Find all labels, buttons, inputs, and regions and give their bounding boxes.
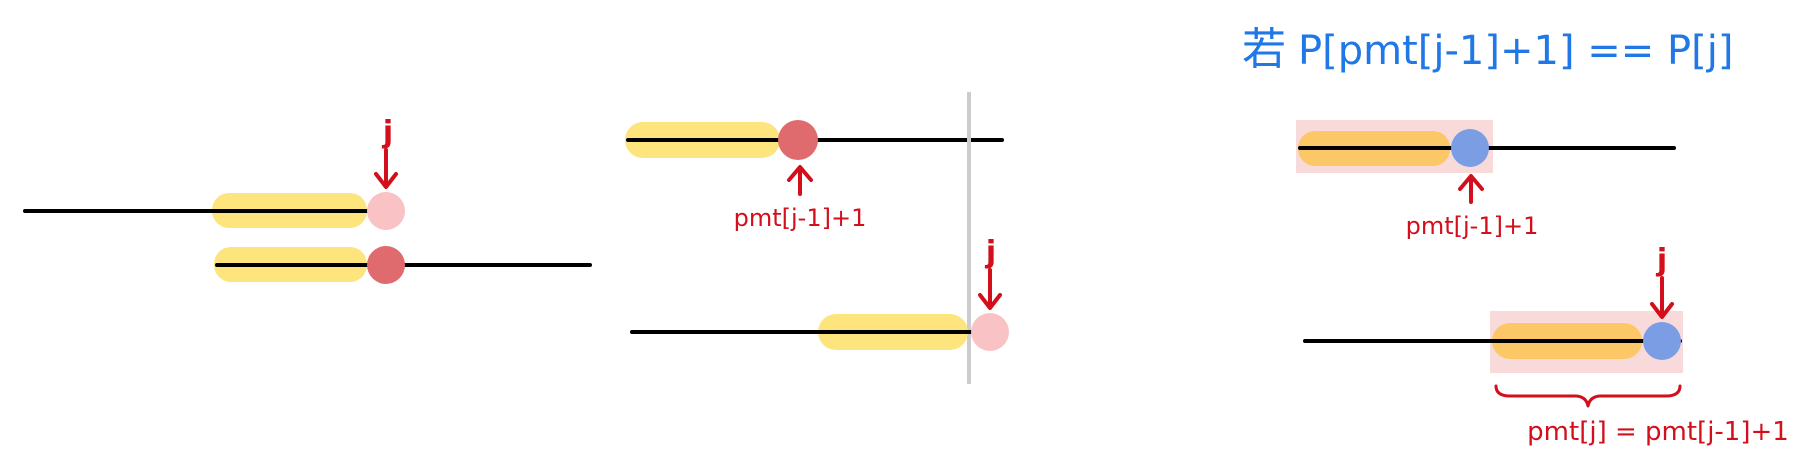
right-brace [1494,384,1682,408]
left-group: j [23,115,592,284]
condition-text: P[pmt[j-1]+1] == P[j] [1298,28,1733,74]
right-result-label: pmt[j] = pmt[j-1]+1 [1527,417,1789,447]
condition-prefix: 若 [1242,24,1286,75]
right-pmt-arrow [1458,174,1484,204]
left-lower-dot [367,246,405,284]
right-j-label: j [1656,243,1667,278]
left-j-arrow [374,148,398,189]
middle-lower-j-dot [971,313,1009,351]
middle-upper-dot [778,120,818,160]
middle-pmt-arrow [787,165,813,196]
right-upper-dot [1451,129,1489,167]
right-group: 若 P[pmt[j-1]+1] == P[j] pmt[j-1]+1 j pmt… [1242,24,1789,447]
right-j-arrow [1650,276,1674,319]
left-j-label: j [382,115,393,150]
middle-group: pmt[j-1]+1 j [625,92,1009,384]
middle-j-label: j [985,235,996,270]
left-upper-j-dot [367,192,405,230]
middle-j-arrow [978,268,1002,310]
right-pmt-label: pmt[j-1]+1 [1406,212,1539,240]
right-lower-j-dot [1643,322,1681,360]
middle-pmt-label: pmt[j-1]+1 [734,204,867,232]
